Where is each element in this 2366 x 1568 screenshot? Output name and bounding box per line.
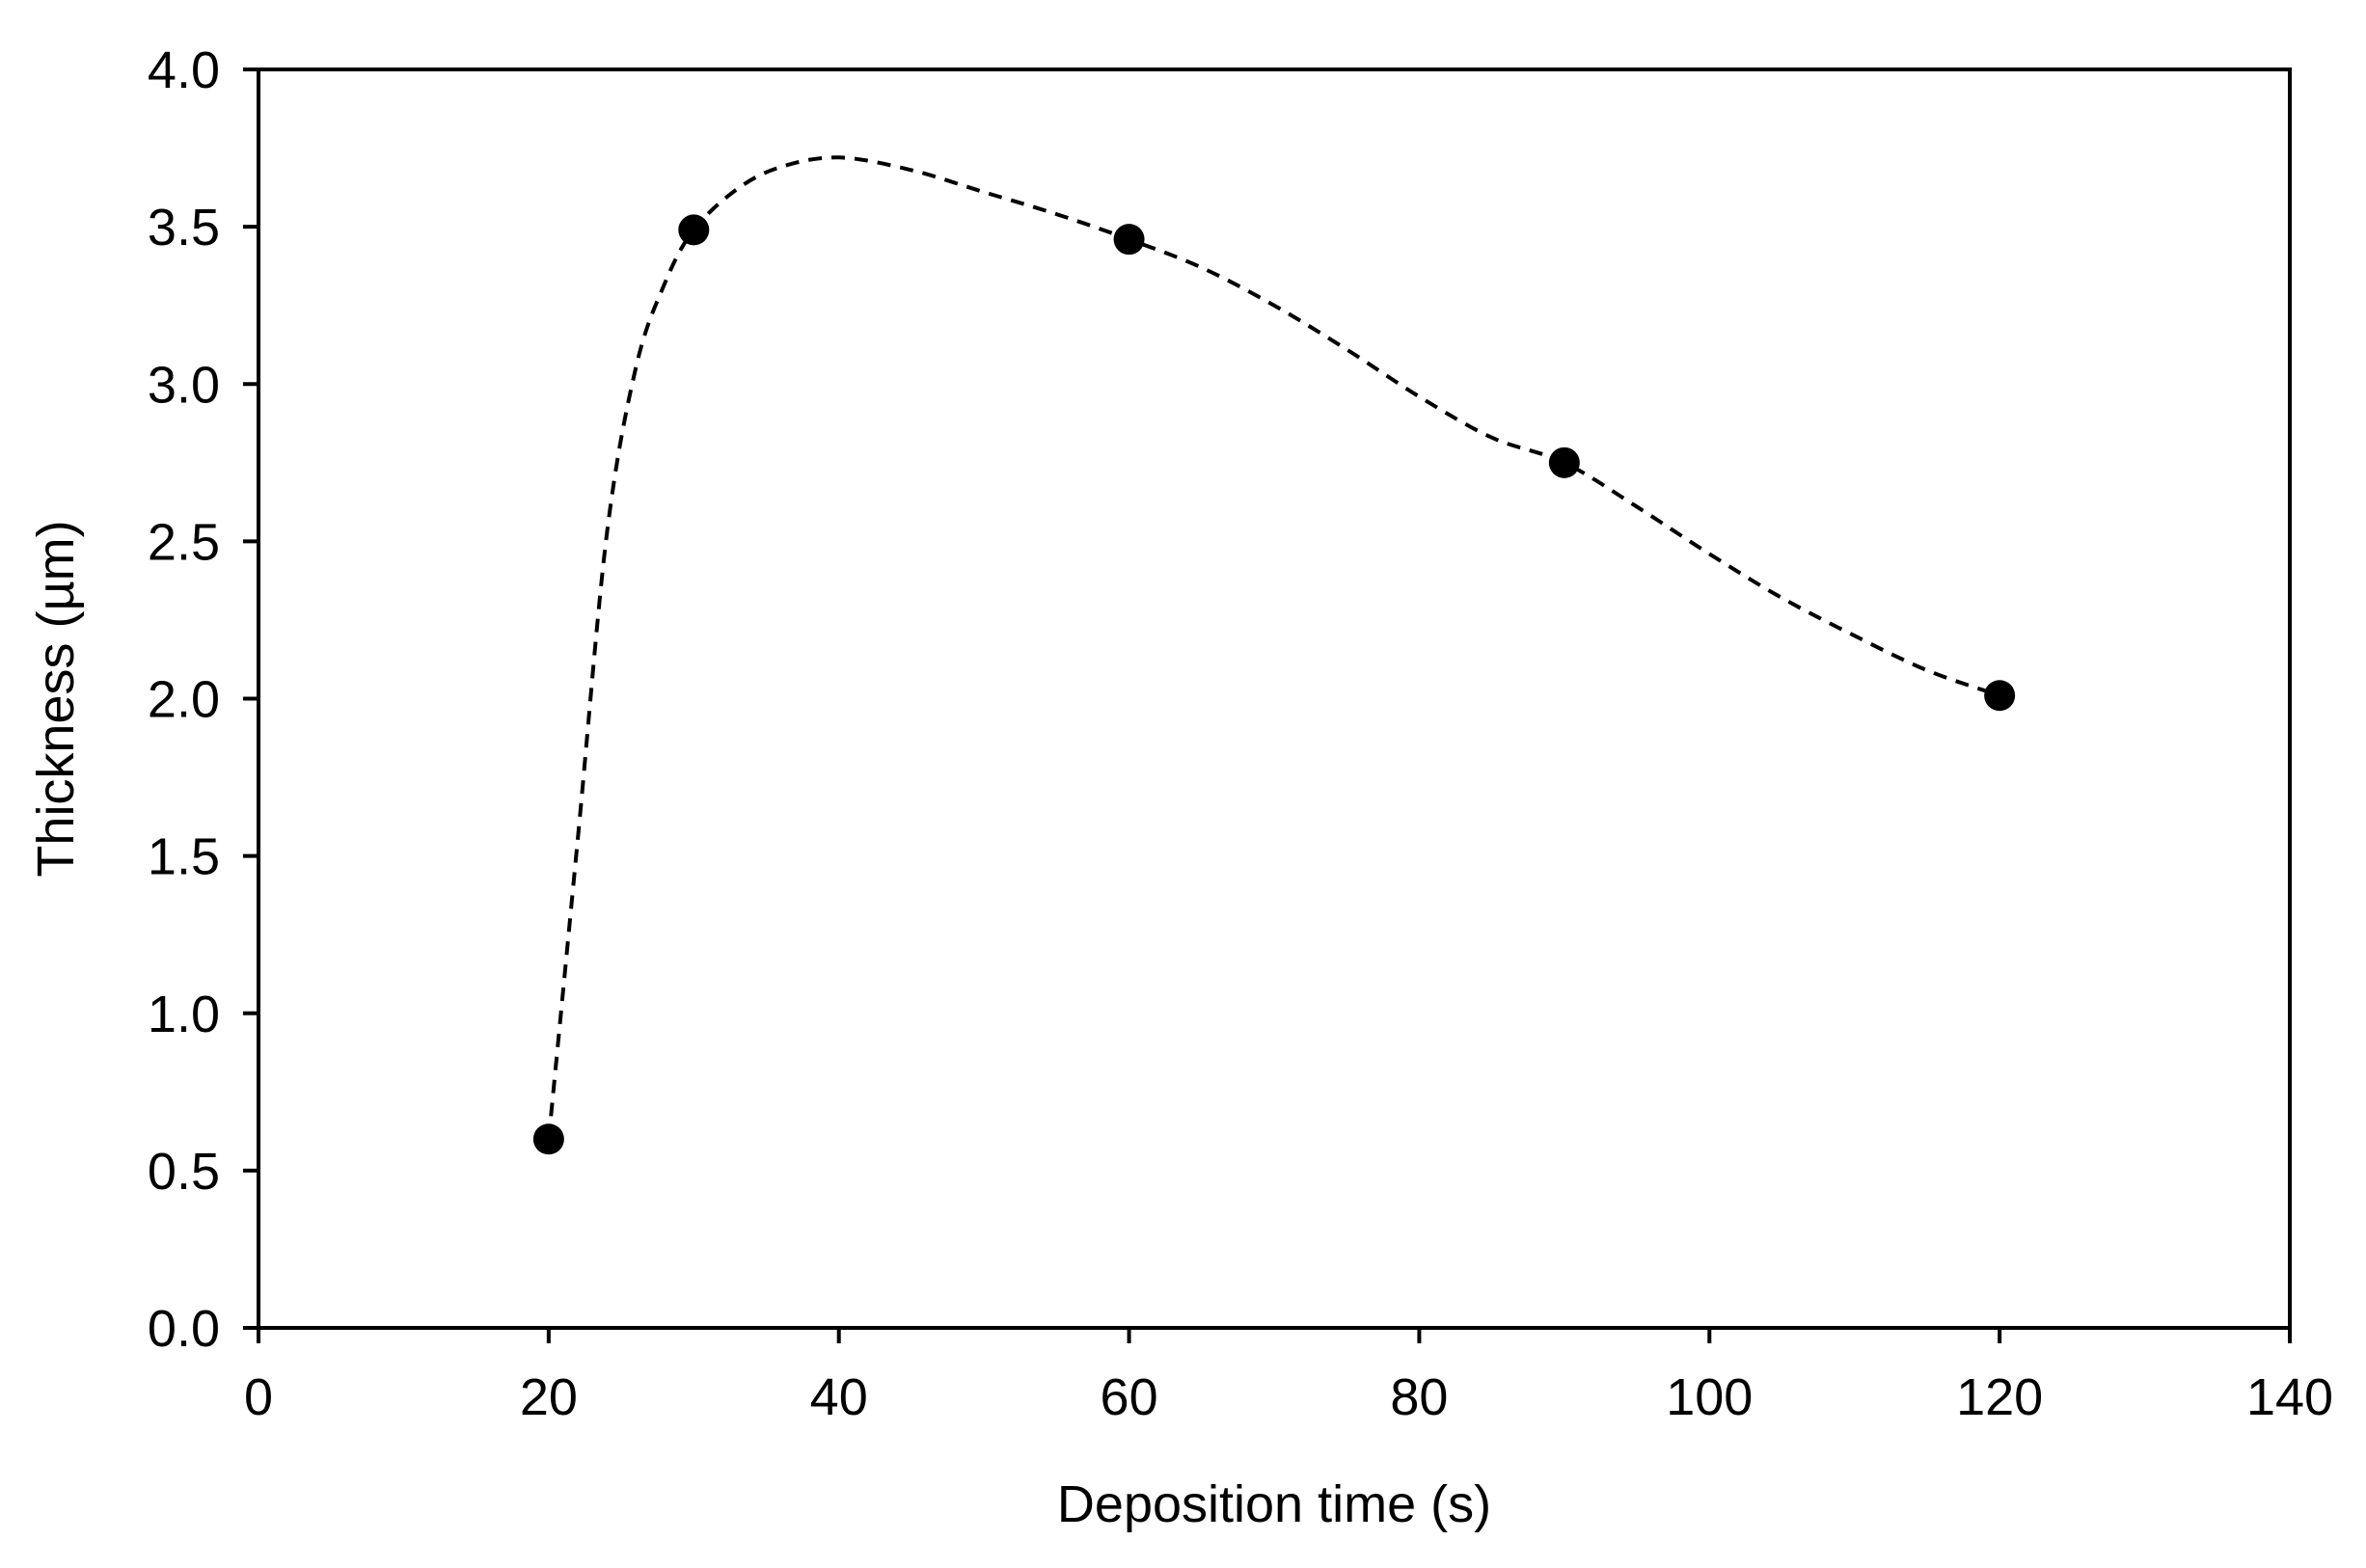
- data-point: [532, 1123, 564, 1155]
- y-tick-label: 1.0: [148, 986, 220, 1043]
- data-points-layer: [532, 214, 2016, 1155]
- x-tick-label: 0: [244, 1368, 273, 1426]
- x-tick-label: 120: [1956, 1368, 2043, 1426]
- y-tick-label: 2.0: [148, 671, 220, 729]
- y-axis-title: Thickness (µm): [27, 520, 85, 877]
- y-tick-label: 1.5: [148, 828, 220, 886]
- y-tick-label: 0.5: [148, 1143, 220, 1201]
- y-tick-label: 3.0: [148, 356, 220, 414]
- data-point: [1113, 224, 1145, 256]
- x-tick-label: 20: [520, 1368, 578, 1426]
- x-tick-label: 60: [1101, 1368, 1158, 1426]
- data-point: [1548, 446, 1580, 478]
- x-tick-label: 100: [1666, 1368, 1753, 1426]
- x-axis: 0 20 40 60 80 100 120 140: [244, 1328, 2333, 1426]
- y-tick-label: 4.0: [148, 41, 220, 99]
- y-axis: 0.0 0.5 1.0 1.5 2.0 2.5 3.0 3.5 4.0: [148, 41, 258, 1358]
- x-tick-label: 40: [810, 1368, 868, 1426]
- y-tick-label: 0.0: [148, 1300, 220, 1358]
- x-axis-title: Deposition time (s): [1057, 1475, 1491, 1533]
- x-tick-label: 140: [2246, 1368, 2333, 1426]
- data-point: [678, 214, 710, 246]
- y-tick-label: 3.5: [148, 199, 220, 257]
- x-tick-label: 80: [1390, 1368, 1448, 1426]
- data-point: [1984, 680, 2016, 712]
- y-tick-label: 2.5: [148, 513, 220, 571]
